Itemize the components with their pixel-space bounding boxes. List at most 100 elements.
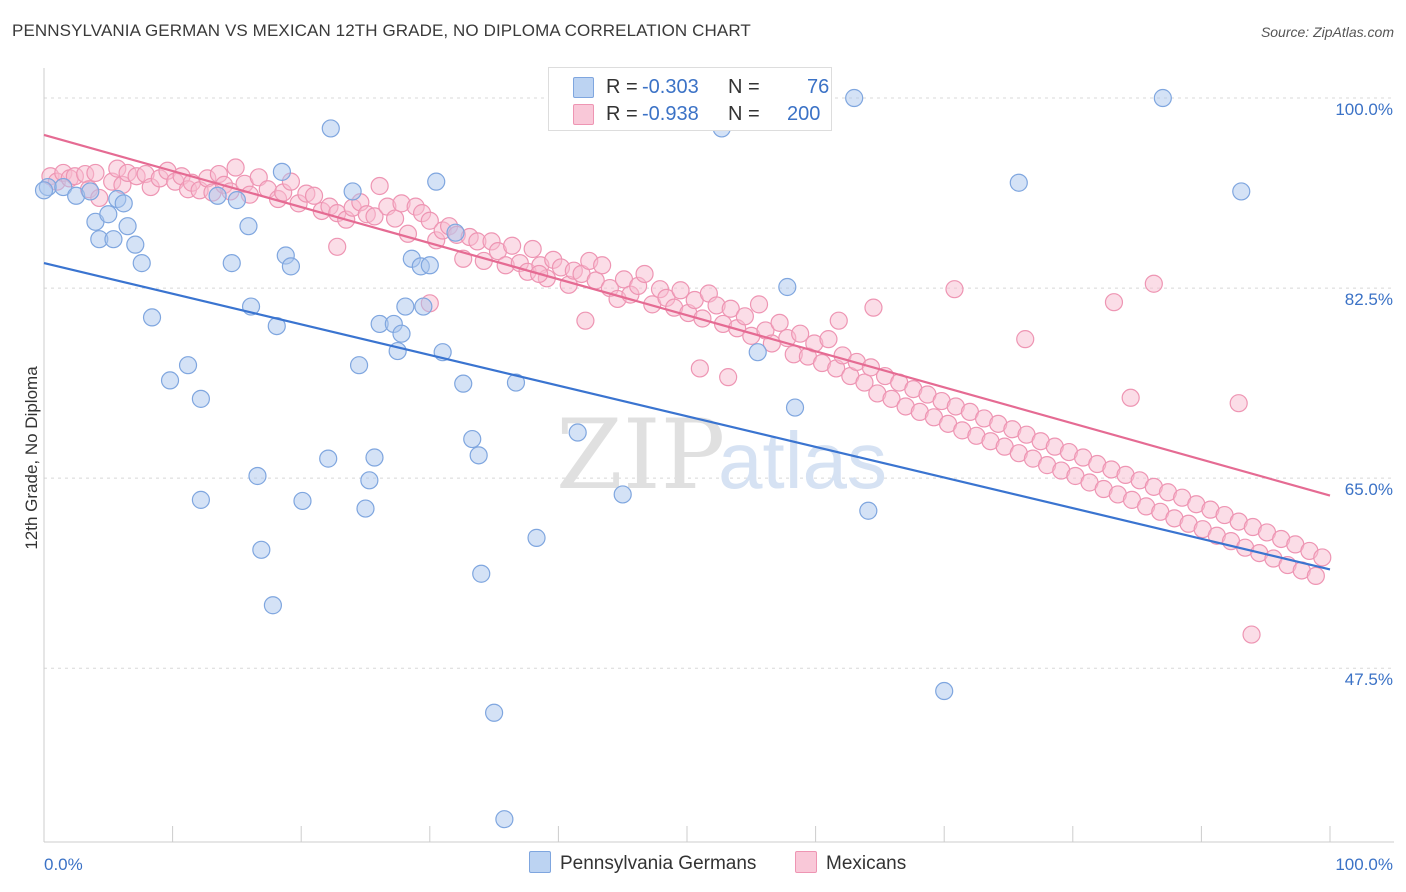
pink-data-point bbox=[855, 373, 874, 392]
blue-data-point bbox=[272, 162, 292, 181]
pink-data-point bbox=[1242, 625, 1261, 644]
legend-label: Mexicans bbox=[826, 853, 907, 874]
pink-data-point bbox=[735, 307, 754, 326]
y-tick-label: 82.5% bbox=[1345, 290, 1393, 309]
blue-data-point bbox=[349, 356, 369, 375]
blue-data-point bbox=[252, 540, 271, 559]
legend-mexicans: Mexicans bbox=[795, 851, 906, 875]
r-value: -0.303 bbox=[642, 76, 699, 98]
pink-data-point bbox=[420, 211, 439, 230]
blue-swatch bbox=[573, 77, 594, 98]
x-tick-label: 0.0% bbox=[44, 855, 83, 874]
pink-data-point bbox=[864, 298, 883, 317]
n-label: N = bbox=[728, 76, 760, 98]
blue-data-point bbox=[414, 297, 433, 316]
pink-data-point bbox=[671, 281, 690, 300]
trend-lines bbox=[43, 133, 1331, 571]
pink-data-point bbox=[523, 239, 542, 259]
y-tick-label: 100.0% bbox=[1335, 100, 1393, 119]
pink-data-point bbox=[721, 299, 740, 318]
blue-data-point bbox=[118, 217, 137, 236]
pink-data-point bbox=[690, 359, 709, 378]
blue-data-point bbox=[114, 194, 133, 213]
blue-data-point bbox=[427, 172, 446, 191]
legend-pennsylvania-germans: Pennsylvania Germans bbox=[529, 851, 756, 875]
pink-data-point bbox=[770, 313, 789, 332]
chart-source: Source: ZipAtlas.com bbox=[1260, 24, 1394, 40]
blue-data-point bbox=[239, 217, 258, 236]
blue-data-point bbox=[1009, 173, 1028, 192]
x-tick-label: 100.0% bbox=[1335, 855, 1393, 874]
pink-data-point bbox=[370, 176, 389, 196]
pink-data-point bbox=[635, 264, 654, 284]
y-axis-label: 12th Grade, No Diploma bbox=[22, 366, 41, 550]
blue-data-point bbox=[160, 371, 180, 390]
blue-data-point bbox=[293, 491, 312, 511]
pink-trend-line bbox=[43, 133, 1331, 497]
blue-data-point bbox=[454, 374, 473, 393]
blue-data-point bbox=[178, 356, 198, 375]
blue-data-point bbox=[495, 810, 514, 829]
blue-data-point bbox=[126, 235, 145, 254]
pink-swatch bbox=[795, 851, 817, 873]
pink-data-point bbox=[819, 330, 838, 349]
blue-data-point bbox=[469, 446, 488, 465]
y-tick-label: 65.0% bbox=[1345, 480, 1393, 499]
blue-data-point bbox=[356, 499, 375, 518]
r-label: R = bbox=[606, 103, 638, 125]
blue-data-point bbox=[343, 182, 362, 201]
pink-data-point bbox=[86, 163, 105, 183]
blue-data-point bbox=[99, 205, 118, 224]
blue-data-point bbox=[859, 501, 878, 520]
blue-data-point bbox=[527, 528, 546, 547]
n-value: 76 bbox=[807, 76, 830, 98]
blue-data-point bbox=[54, 177, 73, 197]
watermark-zip: ZIP bbox=[556, 399, 725, 511]
blue-data-point bbox=[463, 429, 482, 449]
blue-data-point bbox=[227, 191, 246, 210]
pink-data-point bbox=[226, 158, 245, 177]
blue-data-point bbox=[104, 230, 123, 249]
pink-data-point bbox=[749, 295, 769, 314]
pink-data-point bbox=[576, 311, 595, 330]
blue-data-point bbox=[191, 389, 210, 408]
r-value: -0.938 bbox=[642, 103, 699, 125]
blue-data-point bbox=[1153, 88, 1172, 108]
pink-data-point bbox=[503, 236, 522, 255]
pink-data-point bbox=[385, 209, 405, 228]
r-label: R = bbox=[606, 76, 638, 98]
blue-data-point bbox=[321, 119, 340, 138]
pink-data-point bbox=[1229, 394, 1248, 413]
blue-data-point bbox=[132, 254, 151, 273]
blue-data-point bbox=[142, 308, 162, 327]
blue-data-point bbox=[263, 596, 283, 615]
tick-labels: 47.5% 65.0% 82.5% 100.0% 0.0% 100.0% bbox=[44, 100, 1393, 874]
blue-data-point bbox=[248, 466, 267, 486]
n-label: N = bbox=[728, 103, 760, 125]
blue-data-point bbox=[778, 277, 797, 297]
blue-data-point bbox=[81, 182, 100, 201]
blue-data-point bbox=[319, 449, 338, 468]
pink-data-point bbox=[882, 389, 901, 408]
pink-swatch bbox=[573, 104, 594, 125]
chart-title: PENNSYLVANIA GERMAN VS MEXICAN 12TH GRAD… bbox=[12, 21, 751, 40]
correlation-legend: R = -0.303 N = 76 R = -0.938 N = 200 bbox=[548, 67, 832, 131]
blue-data-point bbox=[472, 564, 491, 583]
blue-data-point bbox=[392, 324, 411, 343]
pink-data-point bbox=[1104, 293, 1124, 312]
pink-data-point bbox=[945, 280, 964, 299]
blue-data-point bbox=[613, 485, 632, 504]
blue-data-point bbox=[568, 423, 587, 442]
n-value: 200 bbox=[787, 103, 821, 125]
blue-data-point bbox=[845, 88, 864, 108]
pink-data-point bbox=[829, 311, 848, 330]
blue-data-point bbox=[281, 257, 301, 276]
blue-data-point bbox=[360, 471, 379, 490]
mexicans-points bbox=[41, 158, 1332, 644]
blue-data-point bbox=[1232, 182, 1251, 201]
pink-data-point bbox=[1121, 388, 1140, 407]
pink-data-point bbox=[1016, 330, 1035, 349]
blue-data-point bbox=[935, 681, 954, 701]
blue-data-point bbox=[34, 181, 54, 200]
